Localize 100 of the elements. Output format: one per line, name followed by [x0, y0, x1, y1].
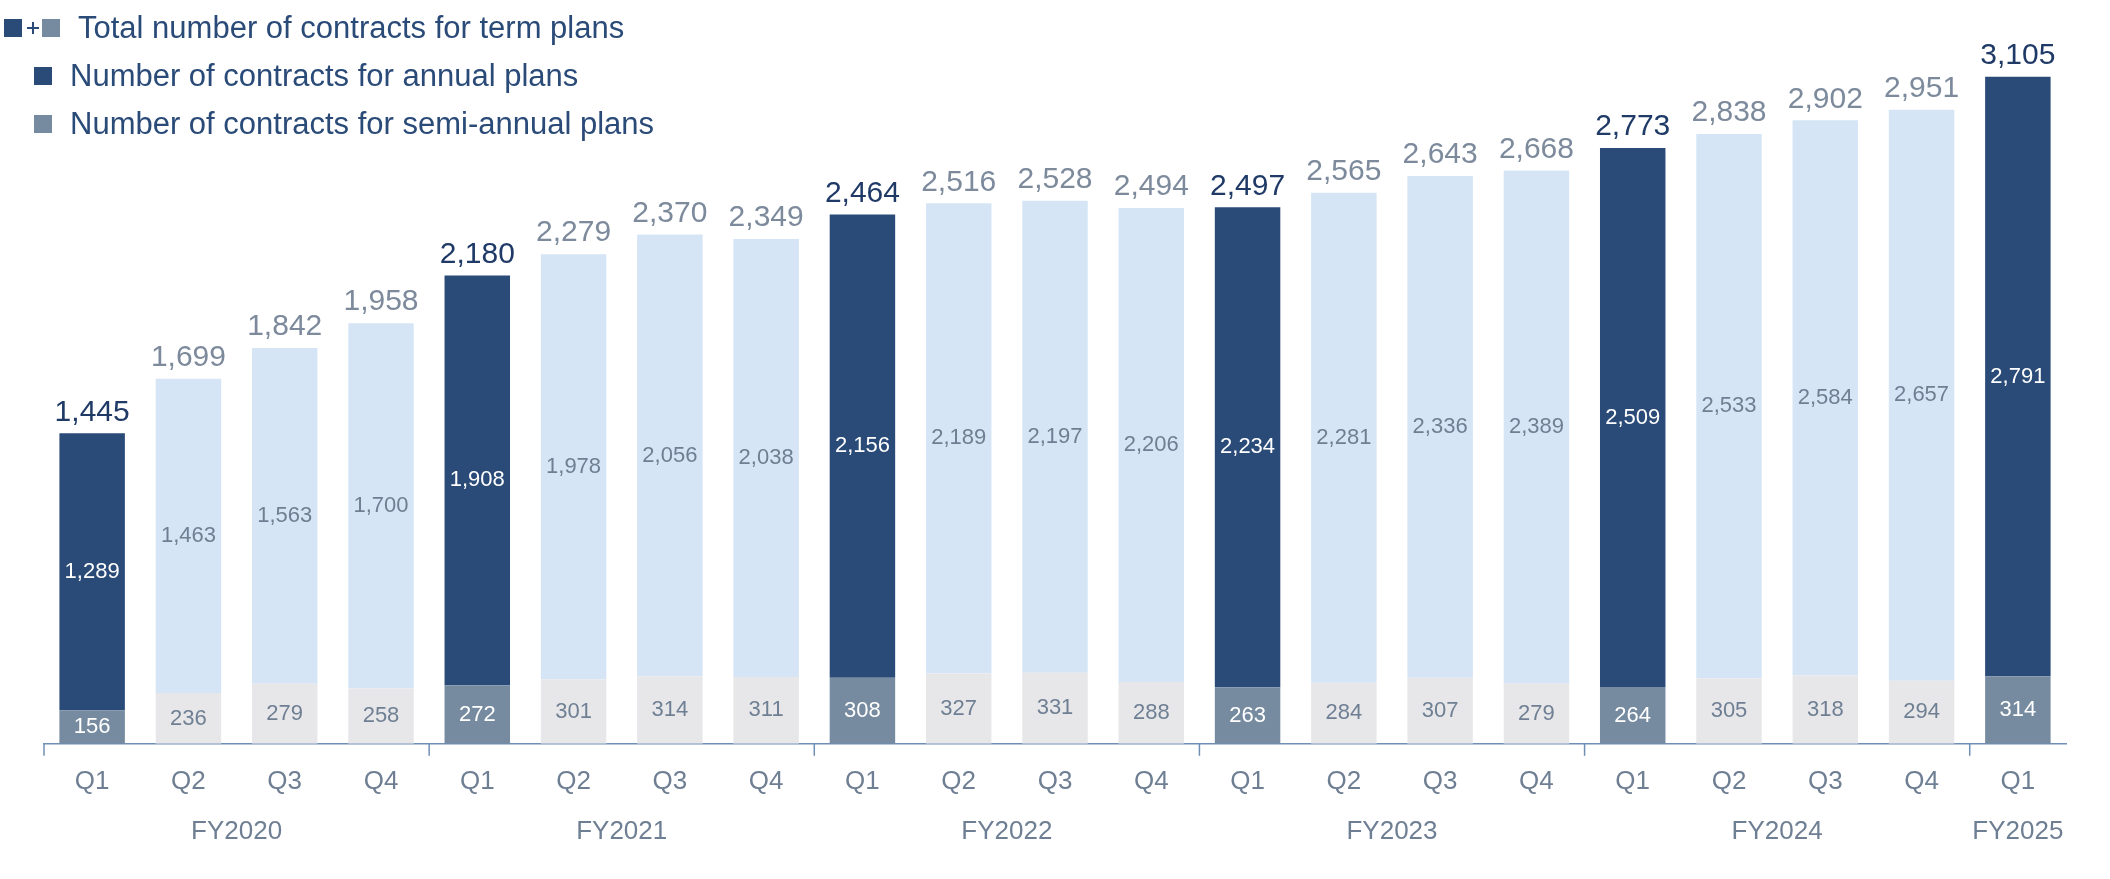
data-label: 1,563 [257, 502, 313, 528]
bar [1696, 134, 1762, 679]
bar [829, 677, 896, 744]
bar [1118, 207, 1185, 682]
total-label: 2,279 [536, 214, 612, 248]
data-label: 305 [1710, 697, 1748, 723]
total-label: 2,516 [921, 163, 997, 197]
x-tick-label: Q4 [1133, 764, 1169, 795]
data-label: 284 [1325, 699, 1363, 725]
bar [444, 685, 511, 744]
bar [637, 676, 703, 744]
x-tick-label: Q1 [1230, 764, 1265, 795]
text: FY2024 [1731, 814, 1823, 845]
data-label: 318 [1806, 695, 1844, 721]
data-label: 1,289 [64, 557, 120, 583]
total-label: 2,951 [1884, 70, 1960, 104]
x-tick-label: Q4 [363, 764, 399, 795]
x-tick-label: Q3 [1807, 764, 1843, 795]
data-label: 2,038 [738, 444, 794, 470]
bar [1985, 76, 2051, 677]
x-tick-label: Q2 [1326, 764, 1362, 795]
data-label: 294 [1903, 698, 1940, 724]
total-label: 1,699 [150, 339, 226, 373]
total-label: 2,180 [439, 235, 515, 269]
total-label: 2,668 [1498, 130, 1574, 164]
bar [155, 378, 222, 694]
data-label: 2,791 [1990, 362, 2046, 388]
bar [925, 673, 992, 744]
text: FY2020 [191, 814, 283, 845]
data-label: 2,197 [1027, 422, 1083, 448]
data-label: 307 [1421, 696, 1459, 722]
x-tick-label: Q3 [267, 764, 303, 795]
bar [540, 679, 607, 744]
total-label: 2,838 [1691, 94, 1767, 128]
bar [1503, 683, 1570, 744]
data-label: 311 [748, 696, 784, 722]
data-label: 279 [266, 699, 304, 725]
total-label: 2,464 [824, 174, 900, 208]
data-label: 264 [1614, 701, 1652, 727]
data-label: 2,336 [1412, 412, 1468, 438]
total-label: 2,643 [1402, 136, 1478, 170]
legend-label: Number of contracts for annual plans [70, 57, 579, 95]
data-label: 2,281 [1316, 423, 1372, 449]
bar [1118, 681, 1185, 744]
data-label: 2,189 [931, 424, 987, 450]
bar [1599, 148, 1666, 688]
data-label: 263 [1229, 701, 1266, 727]
data-label: 1,908 [449, 466, 505, 492]
total-label: 2,370 [632, 194, 708, 228]
data-label: 2,156 [834, 432, 890, 458]
x-tick-label: Q2 [1711, 764, 1747, 795]
data-label: 2,056 [642, 441, 698, 467]
data-label: 2,206 [1123, 431, 1179, 457]
data-label: 288 [1132, 698, 1170, 724]
data-label: 156 [73, 713, 111, 739]
bar [1599, 687, 1666, 744]
total-label: 2,497 [1210, 167, 1286, 201]
x-tick-label: Q4 [1904, 764, 1939, 795]
bar [829, 214, 896, 678]
total-label: 2,565 [1306, 152, 1382, 186]
bar [1022, 672, 1088, 744]
data-label: 1,978 [546, 452, 602, 478]
bar [1792, 120, 1859, 676]
x-tick-label: Q3 [1037, 764, 1073, 795]
x-tick-label: Q2 [171, 764, 206, 795]
bar [733, 676, 799, 744]
total-label: 1,445 [54, 393, 130, 427]
data-label: 1,700 [353, 491, 409, 517]
bar [1311, 682, 1377, 744]
text: FY2022 [961, 814, 1053, 845]
total-label: 2,902 [1787, 80, 1863, 114]
bar [1985, 676, 2051, 744]
data-label: 236 [170, 704, 207, 730]
data-label: 314 [1999, 696, 2037, 722]
bar [1214, 687, 1281, 744]
bar [348, 323, 414, 689]
text: FY2021 [576, 814, 668, 845]
x-tick-label: Q1 [459, 764, 495, 795]
bar [1022, 200, 1088, 673]
total-label: 2,349 [728, 199, 804, 233]
bar [1503, 170, 1570, 684]
data-label: 2,533 [1701, 392, 1757, 418]
total-label: 2,494 [1113, 168, 1189, 202]
data-label: 331 [1036, 694, 1074, 720]
data-label: 301 [555, 697, 592, 723]
text: FY2025 [1972, 814, 2064, 845]
bar [1407, 175, 1473, 678]
total-label: 2,528 [1017, 160, 1093, 194]
x-tick-label: Q2 [556, 764, 591, 795]
bar [540, 254, 607, 680]
data-label: 2,509 [1605, 403, 1661, 429]
bar [251, 683, 318, 744]
x-tick-label: Q4 [1519, 764, 1554, 795]
bar [1888, 680, 1955, 744]
data-label: 2,389 [1508, 413, 1564, 439]
data-label: 258 [362, 702, 400, 728]
data-label: 2,584 [1797, 383, 1853, 409]
data-label: 314 [651, 696, 689, 722]
bar [1696, 678, 1762, 744]
bar [59, 433, 125, 711]
